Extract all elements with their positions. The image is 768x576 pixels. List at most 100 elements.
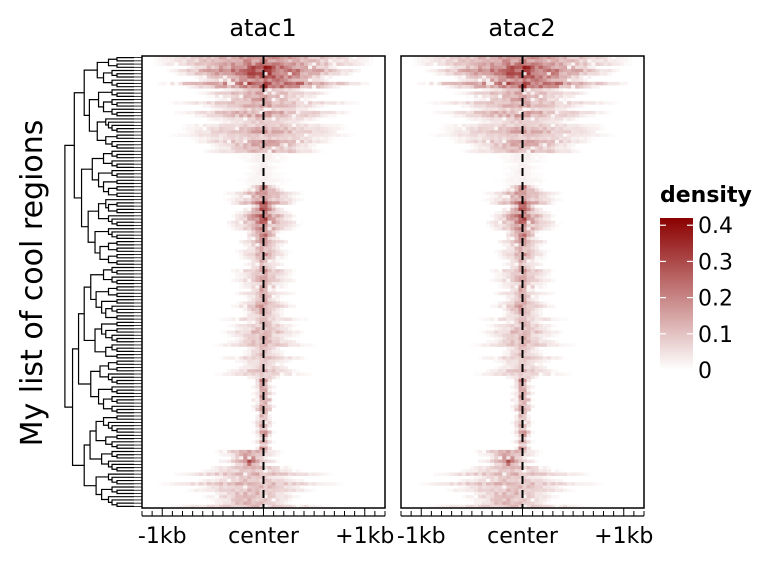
heatmap-cell — [239, 214, 244, 218]
heatmap-cell — [251, 210, 256, 215]
heatmap-cell — [206, 101, 212, 105]
heatmap-cell — [206, 65, 212, 70]
heatmap-cell — [324, 139, 329, 144]
dendrogram-branch — [111, 486, 134, 493]
heatmap-cell — [287, 56, 293, 60]
heatmap-cell — [542, 240, 548, 244]
heatmap-cell — [295, 478, 301, 483]
heatmap-cell — [247, 194, 252, 199]
heatmap-cell — [530, 343, 535, 347]
heatmap-cell — [530, 201, 535, 205]
heatmap-cell — [494, 178, 499, 183]
heatmap-cell — [178, 101, 183, 105]
heatmap-cell — [202, 91, 208, 96]
dendrogram-branch — [99, 365, 109, 378]
heatmap-cell — [223, 133, 228, 138]
heatmap-cell — [247, 227, 252, 231]
heatmap-cell — [316, 127, 321, 131]
heatmap-cell — [271, 178, 276, 183]
heatmap-cell — [356, 81, 361, 86]
heatmap-cell — [522, 207, 527, 212]
dendrogram-branch — [90, 370, 100, 398]
heatmap-cell — [247, 278, 252, 283]
heatmap-cell — [482, 143, 487, 147]
heatmap-cell — [218, 62, 224, 66]
heatmap-cell — [235, 269, 240, 273]
heatmap-cell — [506, 343, 511, 347]
heatmap-cell — [538, 65, 544, 70]
heatmap-cell — [194, 72, 199, 76]
heatmap-cell — [231, 59, 236, 63]
heatmap-cell — [477, 139, 483, 144]
heatmap-cell — [251, 198, 256, 202]
heatmap-cell — [457, 101, 463, 105]
heatmap-cell — [473, 130, 479, 134]
heatmap-cell — [502, 340, 507, 344]
heatmap-cell — [546, 330, 552, 334]
heatmap-cell — [243, 172, 248, 176]
heatmap-cell — [271, 256, 276, 260]
heatmap-cell — [575, 75, 580, 79]
heatmap-cell — [271, 285, 276, 289]
heatmap-cell — [486, 356, 491, 360]
heatmap-cell — [494, 220, 499, 225]
heatmap-cell — [291, 272, 297, 276]
heatmap-cell — [235, 97, 240, 102]
heatmap-cell — [518, 120, 523, 125]
heatmap-cell — [526, 288, 531, 292]
heatmap-cell — [243, 117, 248, 121]
heatmap-cell — [304, 472, 309, 477]
heatmap-cell — [498, 198, 503, 202]
heatmap-cell — [538, 301, 544, 305]
heatmap-cell — [247, 478, 252, 483]
heatmap-cell — [247, 340, 252, 344]
heatmap-cell — [214, 81, 220, 86]
heatmap-cell — [502, 133, 507, 138]
heatmap-cell — [538, 256, 544, 260]
heatmap-cell — [251, 85, 256, 89]
heatmap-cell — [210, 117, 216, 121]
heatmap-cell — [267, 401, 272, 405]
heatmap-cell — [575, 101, 580, 105]
heatmap-cell — [186, 504, 191, 509]
heatmap-cell — [287, 117, 293, 121]
heatmap-cell — [506, 194, 511, 199]
heatmap-cell — [255, 417, 260, 422]
heatmap-cell — [554, 110, 560, 115]
heatmap-cell — [218, 459, 224, 464]
heatmap-cell — [259, 246, 264, 251]
heatmap-cell — [490, 198, 495, 202]
heatmap-cell — [263, 385, 268, 389]
heatmap-cell — [308, 123, 313, 128]
heatmap-cell — [518, 75, 523, 79]
heatmap-cell — [287, 227, 293, 231]
heatmap-cell — [425, 62, 430, 66]
heatmap-cell — [279, 466, 285, 470]
heatmap-cell — [267, 417, 272, 422]
heatmap-cell — [514, 165, 519, 170]
heatmap-cell — [571, 78, 576, 83]
heatmap-cell — [498, 336, 503, 341]
heatmap-cell — [538, 198, 544, 202]
heatmap-cell — [502, 323, 507, 328]
heatmap-cell — [510, 320, 515, 325]
heatmap-cell — [271, 114, 276, 118]
heatmap-cell — [251, 236, 256, 241]
heatmap-cell — [494, 365, 499, 370]
heatmap-cell — [571, 149, 576, 154]
heatmap-cell — [287, 75, 293, 79]
heatmap-cell — [623, 56, 629, 60]
heatmap-cell — [162, 482, 167, 486]
heatmap-cell — [526, 194, 531, 199]
heatmap-cell — [304, 356, 309, 360]
heatmap-cell — [291, 68, 297, 73]
heatmap-cell — [227, 191, 232, 196]
heatmap-cell — [263, 414, 268, 418]
heatmap-cell — [494, 117, 499, 121]
heatmap-cell — [275, 333, 280, 338]
heatmap-cell — [251, 104, 256, 108]
heatmap-cell — [267, 498, 272, 502]
heatmap-cell — [567, 72, 572, 76]
heatmap-cell — [255, 201, 260, 205]
heatmap-cell — [518, 204, 523, 209]
